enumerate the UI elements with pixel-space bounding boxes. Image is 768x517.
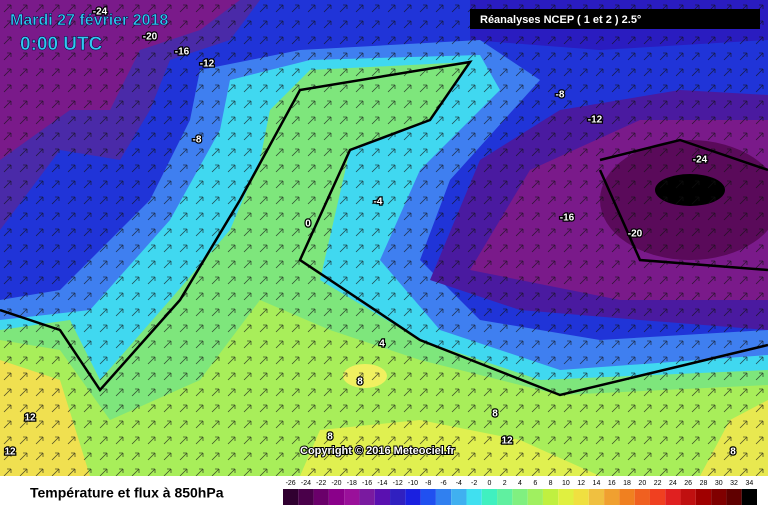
colorbar-swatch <box>680 489 696 505</box>
colorbar-swatch <box>604 489 620 505</box>
copyright: Copyright © 2016 Meteociel.fr <box>300 445 456 457</box>
colorbar-tick-label: -12 <box>393 480 403 487</box>
colorbar-tick-label: 30 <box>715 480 723 487</box>
colorbar-tick-label: 12 <box>577 480 585 487</box>
colorbar: -26 -24 -22 -20 -18 -16 -14 -12 -10 -8 -6 -4 -2 0 2 4 6 8… <box>283 480 757 505</box>
contour-label: 12 <box>4 447 16 458</box>
contour-label: -8 <box>556 90 565 101</box>
colorbar-swatch <box>359 489 375 505</box>
colorbar-swatch <box>466 489 482 505</box>
colorbar-swatch <box>497 489 513 505</box>
colorbar-tick-label: 32 <box>730 480 738 487</box>
contour-label: -12 <box>200 59 215 70</box>
contour-label: -16 <box>560 213 575 224</box>
colorbar-swatch <box>512 489 528 505</box>
colorbar-swatch <box>649 489 666 505</box>
colorbar-tick-label: 24 <box>669 480 677 487</box>
colorbar-tick-label: 34 <box>745 480 753 487</box>
colorbar-swatch <box>558 489 574 505</box>
map-time: 0:00 UTC <box>20 34 103 55</box>
colorbar-tick-label: -14 <box>377 480 387 487</box>
colorbar-swatch <box>420 489 436 505</box>
colorbar-tick-label: 20 <box>638 480 646 487</box>
colorbar-tick-label: 28 <box>700 480 708 487</box>
colorbar-swatch <box>374 489 391 505</box>
colorbar-tick-label: -22 <box>316 480 326 487</box>
colorbar-tick-label: 6 <box>533 480 537 487</box>
contour-label: 12 <box>501 436 513 447</box>
colorbar-tick-label: -6 <box>440 480 446 487</box>
colorbar-swatch <box>619 489 635 505</box>
colorbar-swatch <box>711 489 727 505</box>
colorbar-tick-label: -2 <box>471 480 477 487</box>
colorbar-tick-label: -8 <box>425 480 431 487</box>
colorbar-swatch <box>435 489 452 505</box>
contour-label: 8 <box>730 447 736 458</box>
contour-label: 0 <box>305 219 311 230</box>
colorbar-tick-label: -10 <box>408 480 418 487</box>
colorbar-swatch <box>405 489 421 505</box>
contour-label: 8 <box>492 409 498 420</box>
contour-label: -8 <box>193 135 202 146</box>
source: Réanalyses NCEP ( 1 et 2 ) 2.5° <box>480 14 641 26</box>
colorbar-tick-label: -16 <box>362 480 372 487</box>
contour-label: 4 <box>379 339 385 350</box>
contour-labels: -24 -20 -16 -12 -8 -8 -12 -24 -16 -20 -4… <box>3 5 737 459</box>
colorbar-swatch <box>573 489 589 505</box>
contour-label: -20 <box>143 32 158 43</box>
contour-label: 8 <box>327 432 333 443</box>
colorbar-swatch <box>741 489 757 505</box>
colorbar-swatch <box>451 489 467 505</box>
colorbar-tick-label: 0 <box>487 480 491 487</box>
colorbar-tick-label: -24 <box>301 480 311 487</box>
colorbar-swatch <box>634 489 650 505</box>
colorbar-tick-label: 26 <box>684 480 692 487</box>
legend-title: Température et flux à 850hPa <box>30 485 224 501</box>
contour-label: -24 <box>93 7 108 18</box>
colorbar-tick-label: -26 <box>286 480 296 487</box>
colorbar-tick-label: 18 <box>623 480 631 487</box>
contour-label: -4 <box>374 197 383 208</box>
source-box <box>470 9 760 29</box>
map-date: Mardi 27 février 2018 <box>10 12 168 29</box>
colorbar-swatch <box>695 489 712 505</box>
colorbar-tick-label: 4 <box>518 480 522 487</box>
contour-label: 12 <box>24 413 36 424</box>
colorbar-swatch <box>298 489 314 505</box>
colorbar-tick-label: 10 <box>562 480 570 487</box>
contour-label: -16 <box>175 47 190 58</box>
colorbar-swatch <box>527 489 543 505</box>
contour-label: -20 <box>628 229 643 240</box>
colorbar-swatch <box>665 489 681 505</box>
contour-label: -24 <box>693 155 708 166</box>
colorbar-tick-label: 14 <box>593 480 601 487</box>
colorbar-tick-label: -18 <box>347 480 357 487</box>
colorbar-swatch <box>328 489 345 505</box>
colorbar-swatch <box>726 489 742 505</box>
colorbar-swatch <box>344 489 360 505</box>
colorbar-tick-label: 16 <box>608 480 616 487</box>
colorbar-tick-label: 8 <box>549 480 553 487</box>
colorbar-swatch <box>390 489 406 505</box>
contour-label: 8 <box>357 377 363 388</box>
colorbar-swatch <box>313 489 329 505</box>
colorbar-swatch <box>588 489 605 505</box>
colorbar-swatch <box>283 489 299 505</box>
temperature-field <box>0 0 768 476</box>
colorbar-tick-label: 2 <box>503 480 507 487</box>
colorbar-tick-label: 22 <box>654 480 662 487</box>
colorbar-tick-label: -20 <box>331 480 341 487</box>
colorbar-tick-label: -4 <box>456 480 462 487</box>
contour-label: -12 <box>588 115 603 126</box>
colorbar-swatch <box>542 489 559 505</box>
colorbar-swatch <box>481 489 498 505</box>
